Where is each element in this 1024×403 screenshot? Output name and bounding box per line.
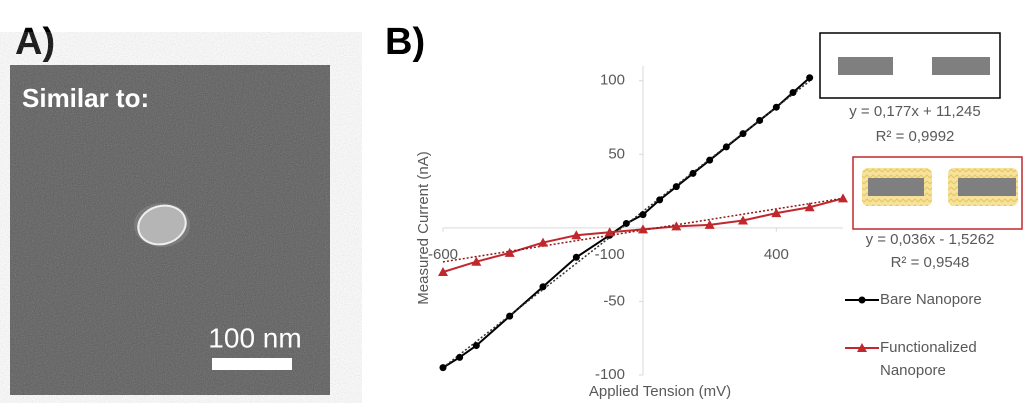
legend-marker bbox=[858, 296, 866, 304]
marker bbox=[572, 253, 580, 261]
electrode bbox=[838, 57, 893, 75]
marker bbox=[804, 202, 815, 212]
marker bbox=[739, 130, 747, 138]
r-squared: R² = 0,9992 bbox=[876, 128, 955, 145]
marker bbox=[638, 224, 648, 234]
r-squared: R² = 0,9548 bbox=[891, 254, 970, 271]
x-tick-label: -100 bbox=[595, 246, 625, 263]
y-tick-label: -100 bbox=[595, 366, 625, 383]
scale-bar bbox=[212, 358, 292, 370]
panel-label: B) bbox=[385, 21, 425, 63]
marker bbox=[639, 211, 647, 219]
marker bbox=[789, 88, 797, 96]
x-tick-label: -600 bbox=[428, 246, 458, 263]
marker bbox=[806, 74, 814, 82]
legend-label: Bare Nanopore bbox=[880, 291, 982, 308]
marker bbox=[772, 103, 780, 111]
marker bbox=[539, 283, 547, 291]
marker bbox=[671, 221, 682, 231]
marker bbox=[538, 237, 548, 247]
equation: y = 0,036x - 1,5262 bbox=[866, 231, 995, 248]
marker bbox=[571, 230, 582, 240]
marker bbox=[704, 219, 715, 229]
marker bbox=[456, 353, 464, 361]
marker bbox=[439, 364, 447, 372]
marker bbox=[604, 227, 615, 237]
marker bbox=[738, 215, 748, 225]
equation: y = 0,177x + 11,245 bbox=[849, 103, 981, 120]
x-tick-label: 400 bbox=[764, 246, 789, 263]
marker bbox=[622, 219, 630, 227]
marker bbox=[706, 156, 714, 164]
marker bbox=[504, 247, 515, 257]
marker bbox=[722, 143, 730, 151]
pore bbox=[137, 204, 187, 246]
electrode bbox=[958, 178, 1016, 196]
caption: Similar to: bbox=[22, 83, 149, 113]
marker bbox=[672, 183, 680, 191]
scale-label: 100 nm bbox=[208, 322, 301, 353]
marker bbox=[771, 208, 782, 218]
panel-label: A) bbox=[15, 21, 55, 63]
legend-marker bbox=[857, 343, 867, 352]
marker bbox=[756, 116, 764, 124]
marker bbox=[438, 267, 448, 276]
marker bbox=[656, 196, 664, 204]
electrode bbox=[868, 178, 924, 196]
electrode bbox=[932, 57, 990, 75]
legend-label: Functionalized Nanopore bbox=[880, 339, 977, 379]
y-tick-label: 50 bbox=[608, 145, 625, 162]
x-axis-title: Applied Tension (mV) bbox=[589, 383, 731, 400]
y-tick-label: 100 bbox=[600, 72, 625, 89]
y-axis-title: Measured Current (nA) bbox=[415, 151, 432, 304]
marker bbox=[689, 169, 697, 177]
marker bbox=[838, 193, 848, 203]
marker bbox=[471, 256, 482, 266]
marker bbox=[506, 312, 514, 320]
marker bbox=[472, 342, 480, 350]
y-tick-label: -50 bbox=[603, 292, 625, 309]
